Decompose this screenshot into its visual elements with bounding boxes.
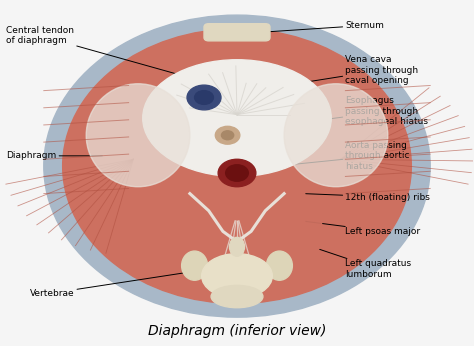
Circle shape [221, 131, 234, 140]
Circle shape [215, 126, 240, 144]
Text: Aorta passing
through aortic
hiatus: Aorta passing through aortic hiatus [245, 141, 410, 171]
Circle shape [226, 165, 248, 181]
Ellipse shape [63, 29, 411, 303]
Ellipse shape [266, 251, 292, 280]
Ellipse shape [143, 60, 331, 176]
Text: Esophagus
passing through
esophageal hiatus: Esophagus passing through esophageal hia… [235, 96, 428, 131]
Ellipse shape [201, 254, 273, 298]
Text: Left quadratus
lumborum: Left quadratus lumborum [320, 249, 411, 279]
FancyBboxPatch shape [204, 24, 270, 41]
Text: Vena cava
passing through
caval opening: Vena cava passing through caval opening [211, 55, 419, 97]
Ellipse shape [211, 285, 263, 308]
Text: Diaphragm (inferior view): Diaphragm (inferior view) [148, 324, 326, 338]
Text: Left psoas major: Left psoas major [306, 221, 420, 236]
Ellipse shape [86, 84, 190, 187]
Ellipse shape [229, 237, 245, 256]
Text: Central tendon
of diaphragm: Central tendon of diaphragm [6, 26, 197, 80]
Text: Vertebrae: Vertebrae [30, 270, 206, 298]
Ellipse shape [284, 84, 388, 187]
Ellipse shape [44, 15, 430, 317]
Ellipse shape [152, 187, 322, 255]
Circle shape [195, 91, 213, 104]
Ellipse shape [182, 251, 208, 280]
Text: 12th (floating) ribs: 12th (floating) ribs [306, 192, 430, 201]
Text: Sternum: Sternum [264, 21, 384, 32]
Circle shape [218, 159, 256, 187]
Text: Diaphragm: Diaphragm [6, 151, 102, 160]
Circle shape [187, 85, 221, 110]
